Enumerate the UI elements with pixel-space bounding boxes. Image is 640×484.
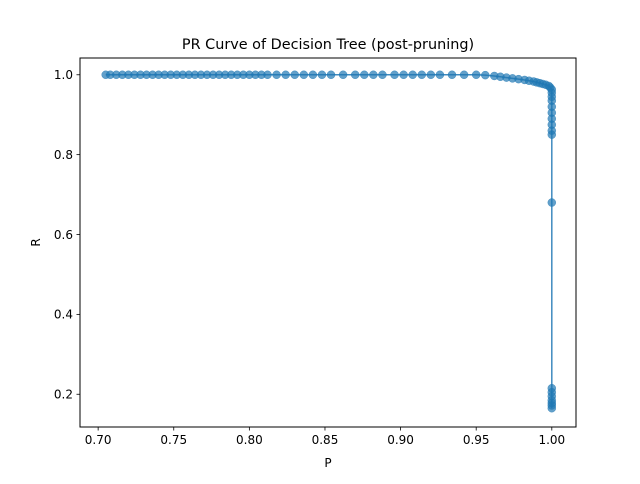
pr-point: [378, 70, 387, 80]
y-tick-label: 0.2: [54, 388, 73, 402]
pr-point: [471, 70, 481, 80]
pr-point: [417, 70, 427, 80]
pr-point: [547, 403, 557, 413]
pr-point: [281, 70, 290, 80]
pr-point: [360, 70, 369, 80]
pr-point: [338, 70, 348, 80]
pr-point: [459, 70, 469, 80]
x-tick-label: 0.95: [463, 433, 490, 447]
y-tick-label: 0.8: [54, 148, 73, 162]
pr-point: [435, 70, 445, 80]
pr-point: [547, 130, 557, 139]
x-tick-label: 0.90: [387, 433, 414, 447]
pr-point: [399, 70, 408, 80]
x-tick-label: 0.75: [160, 433, 187, 447]
pr-point: [263, 70, 272, 80]
pr-point: [369, 70, 378, 80]
y-axis-label: R: [29, 238, 43, 246]
y-tick-label: 0.4: [54, 308, 73, 322]
pr-point: [408, 70, 417, 80]
pr-point: [481, 70, 490, 80]
pr-point: [390, 70, 399, 80]
pr-point: [426, 70, 436, 80]
y-tick-label: 1.0: [54, 68, 73, 82]
pr-point: [317, 70, 327, 80]
x-tick-label: 0.85: [312, 433, 339, 447]
x-tick-label: 0.80: [236, 433, 263, 447]
y-axis-ticks: 0.2 0.4 0.6 0.8 1.0: [54, 68, 80, 402]
chart-title: PR Curve of Decision Tree (post-pruning): [182, 37, 474, 53]
pr-point: [308, 70, 318, 80]
series-layer: [101, 70, 557, 413]
pr-point: [272, 70, 281, 80]
x-axis-label: P: [324, 456, 331, 470]
x-axis-ticks: 0.70 0.75 0.80 0.85 0.90 0.95 1.00: [85, 427, 565, 447]
pr-point: [447, 70, 457, 80]
pr-point: [547, 198, 557, 207]
pr-point: [350, 70, 360, 80]
plot-frame: [79, 57, 577, 428]
pr-point: [299, 70, 309, 80]
x-tick-label: 1.00: [538, 433, 565, 447]
pr-point: [326, 70, 336, 80]
pr-point: [290, 70, 299, 80]
y-tick-label: 0.6: [54, 228, 73, 242]
x-tick-label: 0.70: [85, 433, 112, 447]
